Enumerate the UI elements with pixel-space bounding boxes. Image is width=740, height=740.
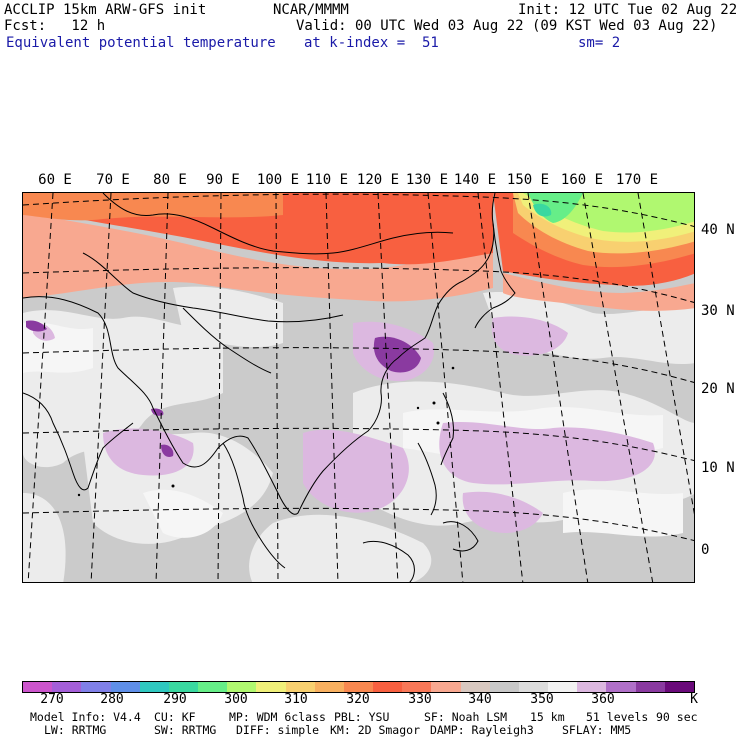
colorbar-swatch [52, 682, 82, 692]
mp-scheme: MP: WDM 6class [229, 710, 326, 724]
lon-label: 80 E [153, 172, 187, 188]
lat-label: 30 N [701, 303, 735, 319]
colorbar-swatch [343, 682, 374, 692]
colorbar-swatch [548, 682, 578, 692]
lon-label: 150 E [506, 172, 550, 188]
pbl-scheme: PBL: YSU [334, 710, 390, 724]
km-scheme: KM: 2D Smagor [330, 723, 421, 737]
colorbar-swatch [139, 682, 169, 692]
colorbar-swatch [489, 682, 519, 692]
timestep: 90 sec [656, 710, 698, 724]
colorbar-swatch [635, 682, 665, 692]
lon-label: 160 E [560, 172, 604, 188]
model-title: ACCLIP 15km ARW-GFS init [4, 2, 207, 18]
theta-e-map [22, 192, 695, 583]
lat-label: 10 N [701, 460, 735, 476]
colorbar-label: 280 [100, 692, 124, 707]
colorbar-swatch [518, 682, 549, 692]
lon-label: 170 E [615, 172, 659, 188]
salmon-field [23, 213, 694, 311]
colorbar-swatch [402, 682, 432, 692]
colorbar-swatch [314, 682, 344, 692]
colorbar [22, 681, 695, 693]
lat-label: 0 [701, 542, 710, 558]
colorbar-label: 330 [408, 692, 432, 707]
org-label: NCAR/MMMM [273, 2, 349, 18]
lon-label: 130 E [405, 172, 449, 188]
island-marks [77, 366, 455, 497]
level-label: at k-index = 51 [304, 35, 439, 51]
lon-label: 110 E [305, 172, 349, 188]
colorbar-swatch [81, 682, 111, 692]
sw-scheme: SW: RRTMG [154, 723, 217, 737]
colorbar-label: 290 [163, 692, 187, 707]
colorbar-unit: K [690, 692, 698, 707]
colorbar-swatch [198, 682, 228, 692]
sflay-scheme: SFLAY: MM5 [562, 723, 632, 737]
valid-time: Valid: 00 UTC Wed 03 Aug 22 (09 KST Wed … [296, 18, 718, 34]
init-time: Init: 12 UTC Tue 02 Aug 22 [518, 2, 738, 18]
damp-scheme: DAMP: Rayleigh3 [430, 723, 534, 737]
levels: 51 levels [586, 710, 649, 724]
colorbar-swatch [110, 682, 140, 692]
colorbar-swatch [23, 682, 53, 692]
colorbar-label: 310 [284, 692, 308, 707]
cu-scheme: CU: KF [154, 710, 196, 724]
colorbar-swatch [227, 682, 257, 692]
colorbar-swatch [606, 682, 636, 692]
colorbar-label: 360 [591, 692, 615, 707]
lon-label: 90 E [206, 172, 240, 188]
colorbar-swatch [431, 682, 461, 692]
colorbar-label: 350 [530, 692, 554, 707]
smoothing-label: sm= 2 [578, 35, 621, 51]
colorbar-label: 300 [224, 692, 248, 707]
colorbar-label: 320 [346, 692, 370, 707]
green-field [528, 193, 583, 223]
sf-scheme: SF: Noah LSM [424, 710, 508, 724]
lon-label: 100 E [256, 172, 300, 188]
lat-label: 20 N [701, 381, 735, 397]
lon-label: 120 E [356, 172, 400, 188]
colorbar-swatch [256, 682, 286, 692]
colorbar-swatch [373, 682, 403, 692]
diff-scheme: DIFF: simple [236, 723, 320, 737]
colorbar-swatch [577, 682, 607, 692]
colorbar-label: 270 [40, 692, 64, 707]
coastlines [23, 193, 516, 582]
colorbar-swatch [285, 682, 315, 692]
resolution: 15 km [530, 710, 565, 724]
colorbar-swatch [460, 682, 490, 692]
lavender-field [33, 316, 655, 533]
colorbar-swatch [664, 682, 694, 692]
colorbar-swatch [168, 682, 199, 692]
forecast-hour: Fcst: 12 h [4, 18, 106, 34]
lat-label: 40 N [701, 222, 735, 238]
teal-field [533, 203, 552, 217]
lat-lon-grid [23, 193, 694, 582]
field-name: Equivalent potential temperature [6, 35, 276, 51]
lon-label: 60 E [38, 172, 72, 188]
lw-scheme: LW: RRTMG [44, 723, 107, 737]
lon-label: 140 E [453, 172, 497, 188]
colorbar-label: 340 [468, 692, 492, 707]
lon-label: 70 E [96, 172, 130, 188]
model-info: Model Info: V4.4 [30, 710, 141, 724]
